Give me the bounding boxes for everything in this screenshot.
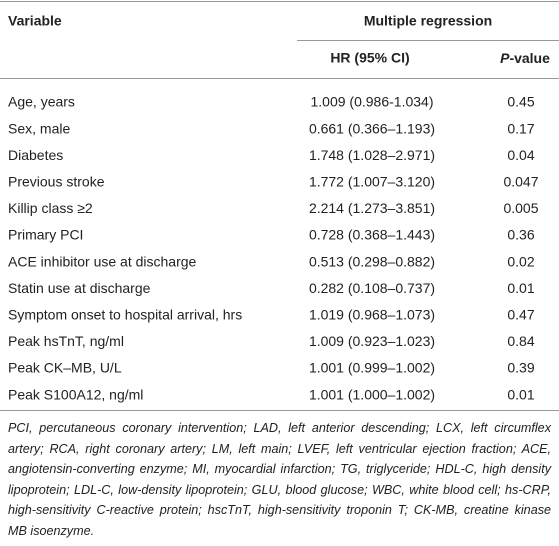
hr-cell: 0.728 (0.368–1.443) [309, 227, 435, 243]
table: Variable Multiple regression HR (95% CI)… [0, 1, 559, 411]
hr-cell: 1.748 (1.028–2.971) [309, 147, 435, 163]
p-value-cell: 0.17 [507, 120, 534, 136]
p-value-cell: 0.047 [503, 174, 538, 190]
p-value-cell: 0.36 [507, 227, 534, 243]
hr-cell: 0.513 (0.298–0.882) [309, 253, 435, 269]
hr-cell: 1.001 (0.999–1.002) [309, 360, 435, 376]
variable-cell: Peak CK–MB, U/L [8, 360, 122, 376]
variable-cell: Peak hsTnT, ng/ml [8, 333, 124, 349]
p-value-cell: 0.04 [507, 147, 534, 163]
variable-cell: Statin use at discharge [8, 280, 151, 296]
p-value-cell: 0.47 [507, 307, 534, 323]
p-value-cell: 0.01 [507, 280, 534, 296]
header-variable: Variable [8, 13, 62, 29]
hr-cell: 1.772 (1.007–3.120) [309, 174, 435, 190]
p-value-cell: 0.01 [507, 386, 534, 402]
hr-cell: 0.282 (0.108–0.737) [309, 280, 435, 296]
header-p-italic: P [500, 50, 510, 66]
variable-cell: Killip class ≥2 [8, 200, 93, 216]
p-value-cell: 0.45 [507, 94, 534, 110]
hr-cell: 1.009 (0.923–1.023) [309, 333, 435, 349]
p-value-cell: 0.02 [507, 253, 534, 269]
hr-cell: 0.661 (0.366–1.193) [309, 120, 435, 136]
variable-cell: Symptom onset to hospital arrival, hrs [8, 307, 242, 323]
variable-cell: Primary PCI [8, 227, 83, 243]
hr-cell: 2.214 (1.273–3.851) [309, 200, 435, 216]
header-p: P-value [500, 50, 550, 66]
hr-cell: 1.001 (1.000–1.002) [309, 386, 435, 402]
header-p-rest: -value [509, 50, 550, 66]
p-value-cell: 0.84 [507, 333, 534, 349]
hr-cell: 1.009 (0.986-1.034) [311, 94, 434, 110]
variable-cell: ACE inhibitor use at discharge [8, 253, 197, 269]
variable-cell: Peak S100A12, ng/ml [8, 386, 143, 402]
footnote: PCI, percutaneous coronary intervention;… [8, 421, 551, 538]
header-hr: HR (95% CI) [330, 50, 409, 66]
header-group: Multiple regression [364, 13, 492, 29]
hr-cell: 1.019 (0.968–1.073) [309, 307, 435, 323]
p-value-cell: 0.39 [507, 360, 534, 376]
variable-cell: Diabetes [8, 147, 63, 163]
variable-cell: Previous stroke [8, 174, 105, 190]
variable-cell: Age, years [8, 94, 75, 110]
p-value-cell: 0.005 [503, 200, 538, 216]
variable-cell: Sex, male [8, 120, 70, 136]
